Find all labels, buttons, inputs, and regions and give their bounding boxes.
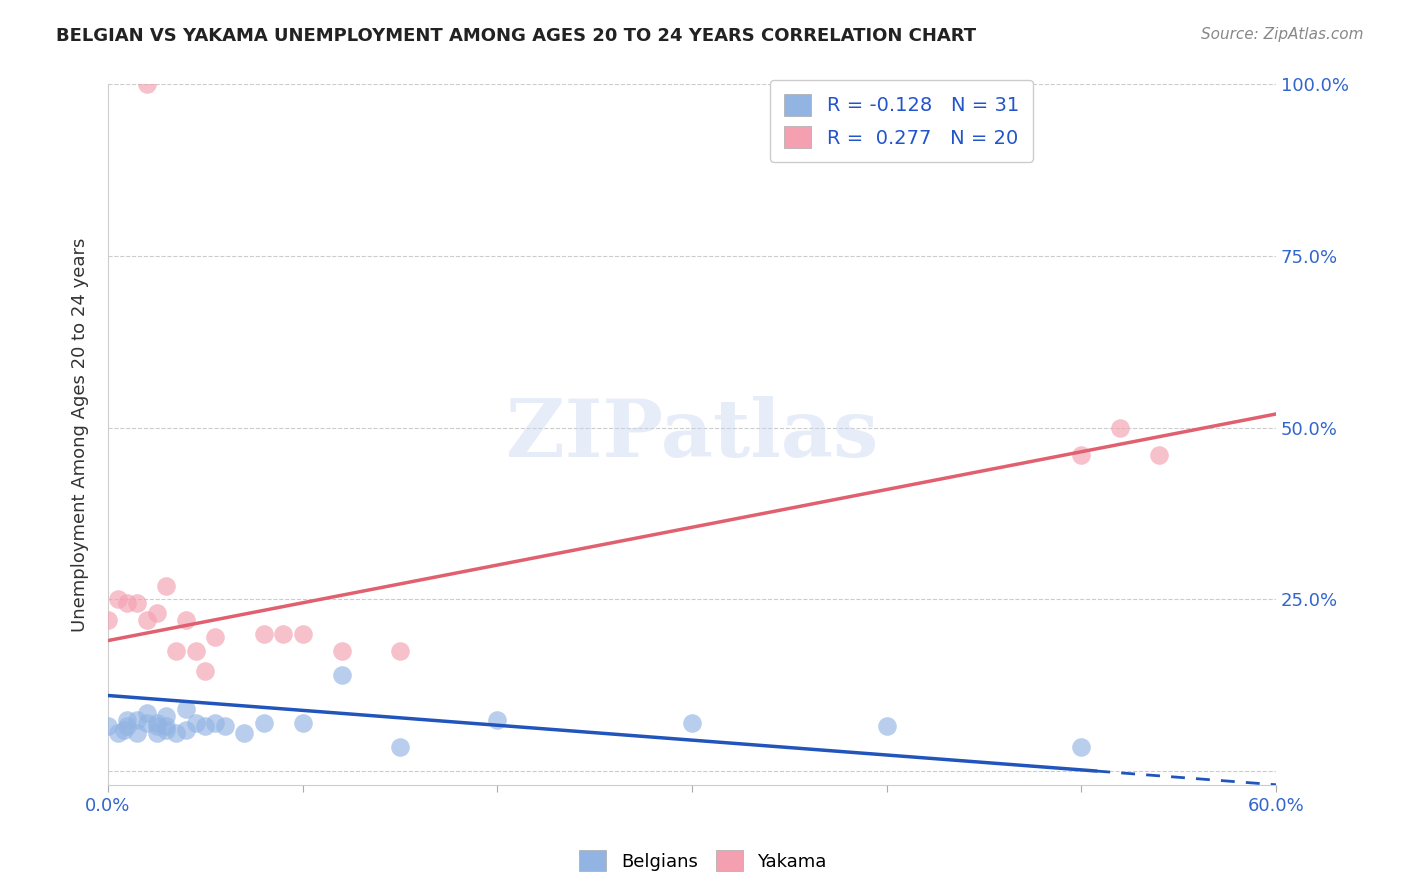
- Point: [486, 713, 509, 727]
- Point: [194, 665, 217, 679]
- Point: [204, 630, 226, 644]
- Point: [388, 739, 411, 754]
- Point: [330, 644, 353, 658]
- Point: [204, 715, 226, 730]
- Point: [330, 668, 353, 682]
- Point: [97, 719, 120, 733]
- Text: ZIPatlas: ZIPatlas: [506, 395, 879, 474]
- Point: [214, 719, 236, 733]
- Point: [145, 715, 167, 730]
- Point: [145, 726, 167, 740]
- Point: [388, 644, 411, 658]
- Text: BELGIAN VS YAKAMA UNEMPLOYMENT AMONG AGES 20 TO 24 YEARS CORRELATION CHART: BELGIAN VS YAKAMA UNEMPLOYMENT AMONG AGE…: [56, 27, 976, 45]
- Point: [184, 644, 207, 658]
- Point: [253, 626, 276, 640]
- Point: [155, 709, 177, 723]
- Point: [1109, 421, 1132, 435]
- Point: [127, 596, 149, 610]
- Point: [184, 715, 207, 730]
- Y-axis label: Unemployment Among Ages 20 to 24 years: Unemployment Among Ages 20 to 24 years: [72, 237, 89, 632]
- Point: [127, 713, 149, 727]
- Point: [291, 626, 314, 640]
- Point: [174, 702, 197, 716]
- Point: [271, 626, 294, 640]
- Point: [253, 715, 276, 730]
- Point: [145, 719, 167, 733]
- Point: [155, 579, 177, 593]
- Point: [1147, 448, 1170, 462]
- Point: [97, 613, 120, 627]
- Point: [135, 613, 157, 627]
- Point: [174, 723, 197, 737]
- Point: [135, 715, 157, 730]
- Point: [681, 715, 703, 730]
- Point: [107, 726, 129, 740]
- Point: [117, 713, 139, 727]
- Point: [165, 644, 187, 658]
- Point: [194, 719, 217, 733]
- Point: [1070, 739, 1092, 754]
- Point: [117, 719, 139, 733]
- Legend: Belgians, Yakama: Belgians, Yakama: [572, 843, 834, 879]
- Point: [291, 715, 314, 730]
- Legend: R = -0.128   N = 31, R =  0.277   N = 20: R = -0.128 N = 31, R = 0.277 N = 20: [770, 80, 1032, 162]
- Point: [145, 606, 167, 620]
- Text: Source: ZipAtlas.com: Source: ZipAtlas.com: [1201, 27, 1364, 42]
- Point: [117, 596, 139, 610]
- Point: [112, 723, 135, 737]
- Point: [876, 719, 898, 733]
- Point: [107, 592, 129, 607]
- Point: [233, 726, 256, 740]
- Point: [174, 613, 197, 627]
- Point: [155, 719, 177, 733]
- Point: [127, 726, 149, 740]
- Point: [135, 78, 157, 92]
- Point: [135, 706, 157, 720]
- Point: [1070, 448, 1092, 462]
- Point: [165, 726, 187, 740]
- Point: [155, 723, 177, 737]
